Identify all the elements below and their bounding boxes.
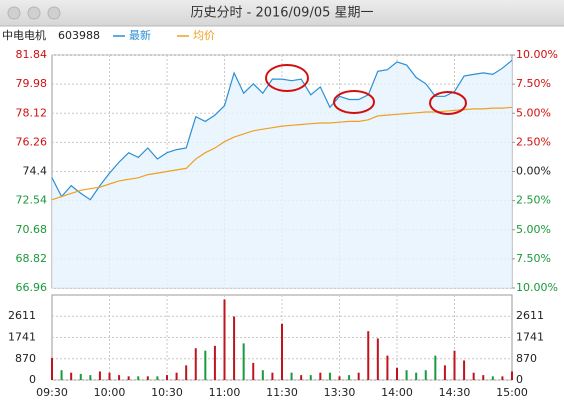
- volume-bar: [396, 367, 398, 380]
- title-bar: [0, 0, 564, 26]
- y2-tick-label: 10.00%: [516, 48, 558, 61]
- volume-bar: [328, 372, 331, 380]
- volume-bar: [166, 375, 168, 380]
- zoom-button[interactable]: [47, 6, 61, 20]
- volume-bar: [98, 371, 101, 380]
- volume-bar: [348, 375, 351, 380]
- legend-label: 最新: [129, 28, 151, 42]
- volume-bar: [434, 355, 437, 380]
- volume-bar: [491, 376, 494, 380]
- x-tick-label: 15:00: [496, 386, 528, 399]
- y2-tick-label: 870: [516, 352, 537, 365]
- y2-tick-label: 2.50%: [516, 194, 551, 207]
- y-tick-label: 78.12: [16, 106, 48, 119]
- volume-bar: [482, 375, 485, 380]
- volume-bar: [463, 360, 466, 380]
- y-tick-label: 79.98: [16, 77, 48, 90]
- volume-bar: [156, 376, 159, 380]
- volume-bar: [271, 372, 274, 380]
- y-tick-label: 81.84: [16, 48, 48, 61]
- volume-bar: [290, 372, 293, 380]
- y2-tick-label: 2611: [516, 309, 544, 322]
- volume-bar: [242, 343, 245, 380]
- y-tick-label: 1741: [8, 330, 36, 343]
- minimize-button[interactable]: [27, 6, 41, 20]
- x-tick-label: 13:30: [324, 386, 356, 399]
- volume-bar: [118, 375, 121, 380]
- y-tick-label: 68.82: [16, 252, 48, 265]
- y2-tick-label: 7.50%: [516, 252, 551, 265]
- volume-bar: [453, 350, 456, 380]
- highlight-circle: [265, 64, 309, 92]
- y-tick-label: 76.26: [16, 135, 48, 148]
- x-tick-label: 14:00: [381, 386, 413, 399]
- y2-tick-label: 1741: [516, 330, 544, 343]
- volume-bar: [338, 376, 341, 380]
- volume-bar: [194, 348, 197, 380]
- volume-bar: [213, 345, 216, 380]
- volume-bar: [443, 365, 446, 380]
- volume-bar: [261, 370, 264, 380]
- legend-label: 均价: [193, 29, 215, 42]
- volume-bar: [319, 372, 322, 380]
- y-tick-label: 0: [29, 373, 36, 386]
- highlight-circle: [429, 91, 467, 115]
- volume-bar: [89, 375, 92, 380]
- volume-bar: [252, 362, 255, 380]
- y-tick-label: 870: [15, 352, 36, 365]
- y-tick-label: 70.68: [16, 223, 48, 236]
- y2-tick-label: 10.00%: [516, 281, 558, 294]
- volume-bar: [405, 370, 408, 380]
- y2-tick-label: 5.00%: [516, 223, 551, 236]
- y2-tick-label: 0: [516, 373, 523, 386]
- window-title: 历史分时 - 2016/09/05 星期一: [190, 6, 373, 21]
- x-tick-label: 10:30: [151, 386, 183, 399]
- volume-bar: [357, 372, 360, 380]
- volume-bar: [281, 323, 283, 380]
- y-tick-label: 2611: [8, 309, 36, 322]
- y2-tick-label: 7.50%: [516, 77, 551, 90]
- volume-bar: [79, 373, 82, 380]
- volume-bar: [175, 372, 178, 380]
- x-tick-label: 14:30: [439, 386, 471, 399]
- highlight-circle: [333, 90, 375, 114]
- series-line: [51, 106, 513, 201]
- volume-bar: [108, 372, 111, 380]
- volume-bar: [185, 365, 188, 380]
- y2-tick-label: 0.00%: [516, 165, 551, 178]
- volume-bar: [146, 376, 149, 380]
- x-tick-label: 11:00: [209, 386, 241, 399]
- volume-bar: [386, 355, 389, 380]
- x-tick-label: 10:00: [94, 386, 126, 399]
- stock-code: 603988: [58, 29, 100, 42]
- volume-bar: [127, 376, 130, 380]
- volume-bar: [472, 372, 475, 380]
- volume-bar: [204, 350, 207, 380]
- x-tick-label: 11:30: [266, 386, 298, 399]
- volume-bar: [70, 372, 73, 380]
- volume-bar: [309, 375, 312, 380]
- y-tick-label: 72.54: [16, 194, 48, 207]
- volume-bar: [424, 370, 427, 380]
- volume-bar: [51, 358, 53, 380]
- volume-bar: [300, 375, 303, 380]
- y2-tick-label: 2.50%: [516, 135, 551, 148]
- volume-bar: [223, 299, 226, 380]
- volume-bar: [60, 370, 63, 380]
- y-tick-label: 66.96: [16, 281, 48, 294]
- stock-name: 中电电机: [2, 28, 46, 42]
- price-area: [52, 60, 512, 288]
- volume-bar: [415, 372, 418, 380]
- x-tick-label: 09:30: [36, 386, 68, 399]
- volume-bar: [376, 338, 379, 380]
- volume-bar: [501, 376, 504, 380]
- volume-bar: [137, 376, 140, 380]
- volume-bar: [511, 371, 513, 380]
- volume-bar: [367, 331, 370, 380]
- volume-bar: [233, 316, 236, 380]
- y2-tick-label: 5.00%: [516, 106, 551, 119]
- y-tick-label: 74.4: [23, 165, 48, 178]
- close-button[interactable]: [7, 6, 21, 20]
